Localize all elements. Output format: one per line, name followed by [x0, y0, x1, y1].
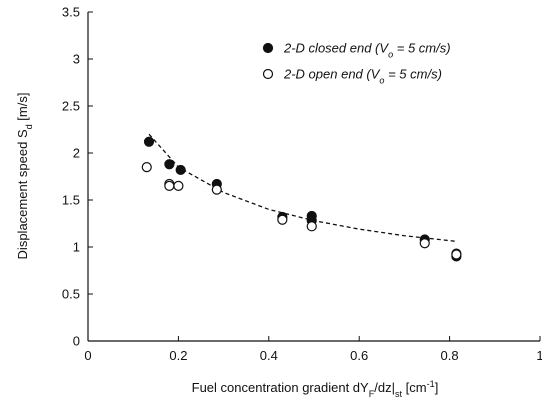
data-point [277, 214, 288, 225]
text-part: 2-D open end (V [283, 67, 381, 82]
x-tick-label: 0 [84, 348, 91, 363]
data-point [211, 184, 222, 195]
y-tick-label: 2.5 [62, 99, 80, 114]
text-part: o [379, 76, 384, 86]
legend-marker [262, 42, 274, 54]
y-tick-label: 0.5 [62, 287, 80, 302]
x-axis-label: Fuel concentration gradient dYF/dz|st [c… [192, 379, 439, 399]
data-point [143, 136, 155, 147]
text-part: st [395, 389, 403, 399]
legend-marker [262, 68, 274, 80]
text-part: = 5 cm/s) [384, 67, 441, 82]
text-part: F [369, 389, 375, 399]
legend-label: 2-D closed end (Vo = 5 cm/s) [283, 41, 451, 60]
y-tick-label: 3.5 [62, 5, 80, 20]
text-part: Fuel concentration gradient dY [192, 380, 369, 395]
y-axis-label: Displacement speed Sd [m/s] [15, 93, 34, 260]
y-tick-label: 1.5 [62, 193, 80, 208]
text-part: [cm [402, 380, 427, 395]
data-point [451, 249, 462, 260]
text-part: = 5 cm/s) [393, 41, 450, 56]
data-point [175, 164, 186, 176]
text-part: 2-D closed end (V [283, 41, 389, 56]
fit-curve [148, 133, 457, 243]
y-tick-label: 3 [73, 52, 80, 67]
data-point [164, 159, 175, 170]
y-tick-label: 1 [73, 240, 80, 255]
text-part: -1 [427, 379, 435, 389]
y-tick-label: 0 [73, 334, 80, 349]
text-part: o [388, 50, 393, 60]
text-part: d [24, 124, 34, 129]
text-part: /dz| [374, 380, 395, 395]
x-tick-label: 0.8 [441, 348, 459, 363]
x-tick-label: 1 [536, 348, 542, 363]
text-part: ] [435, 380, 439, 395]
text-part: [m/s] [15, 93, 30, 125]
x-tick-label: 0.2 [169, 348, 187, 363]
data-point [141, 162, 152, 173]
text-part: Displacement speed S [15, 129, 30, 259]
x-tick-label: 0.4 [260, 348, 278, 363]
x-tick-label: 0.6 [350, 348, 368, 363]
y-tick-label: 2 [73, 146, 80, 161]
data-point [173, 180, 184, 191]
data-point [306, 221, 317, 232]
data-point [164, 180, 175, 191]
data-point [419, 238, 430, 249]
legend-label: 2-D open end (Vo = 5 cm/s) [283, 67, 442, 86]
